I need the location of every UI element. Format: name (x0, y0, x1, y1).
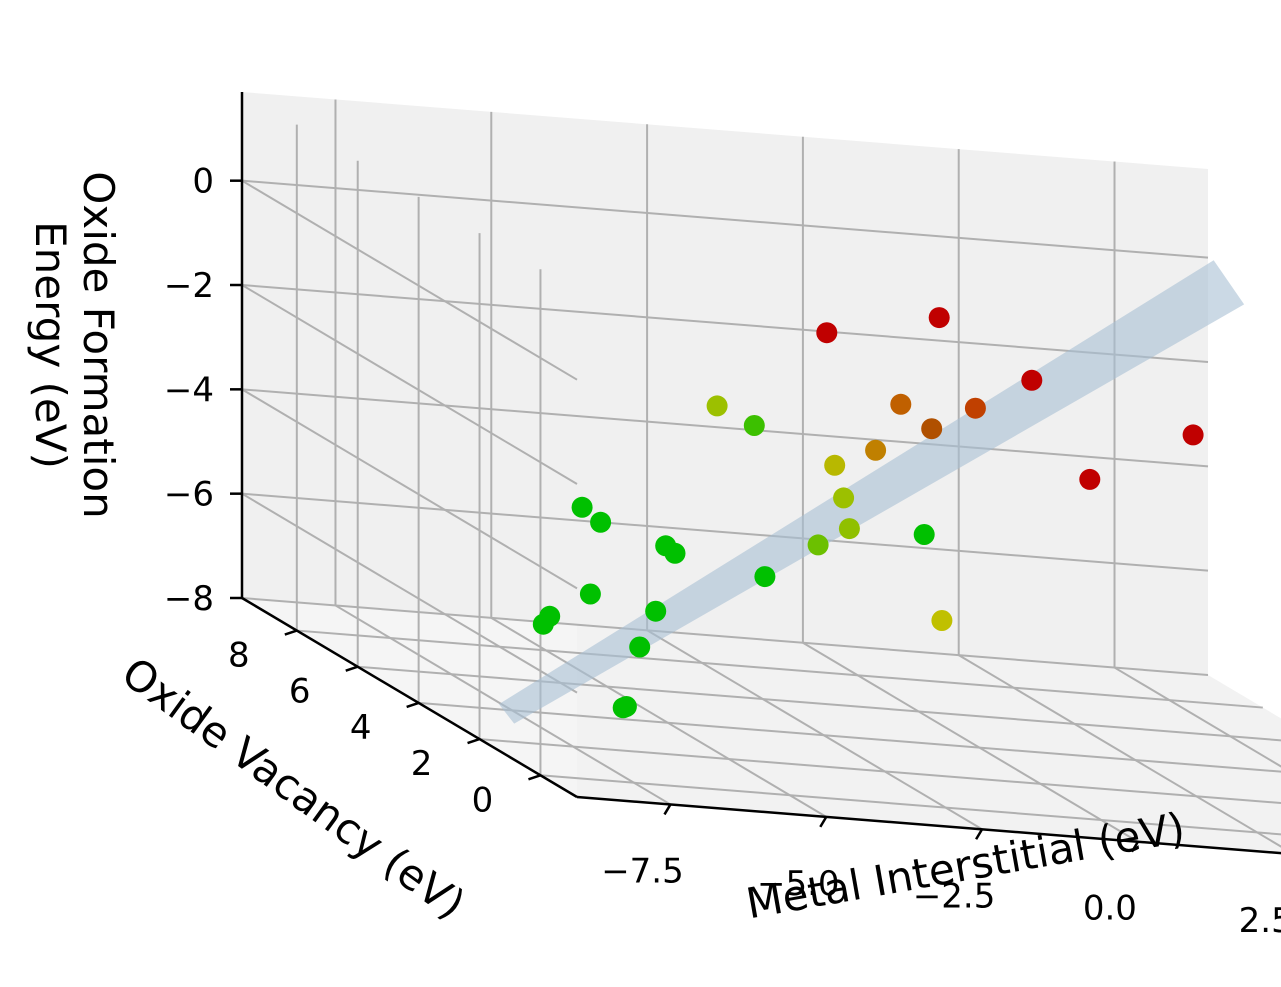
data-point (590, 511, 612, 533)
x-tick-mark (1130, 841, 1139, 853)
data-point (1182, 424, 1204, 446)
data-points-layer (532, 307, 1204, 719)
data-point (1021, 369, 1043, 391)
x-tick-mark (975, 828, 984, 840)
data-point (816, 322, 838, 344)
fit-plane-layer (498, 260, 1245, 724)
data-point (928, 307, 950, 329)
z-tick-label: −2 (164, 266, 214, 306)
axis-lines (230, 92, 1281, 855)
z-axis-title-line-2: Energy (eV) (26, 221, 75, 469)
data-point (890, 393, 912, 415)
data-point (743, 415, 765, 436)
x-axis-line (576, 795, 1281, 855)
grid-line-z (241, 597, 1209, 676)
y-tick-label: 8 (228, 636, 250, 676)
y-tick-label: 2 (411, 744, 433, 784)
data-point (931, 610, 953, 631)
data-point (539, 605, 561, 627)
grid-line-z (241, 388, 578, 590)
grid-line-z (241, 284, 578, 485)
grid-line-z (241, 492, 1209, 572)
grid-line-z (241, 388, 1209, 468)
x-tick-label: −2.5 (913, 876, 996, 916)
grid-line-z (241, 284, 1209, 364)
z-tick-label: −4 (164, 370, 214, 410)
y-axis-line (241, 596, 578, 799)
data-point (1079, 468, 1101, 490)
grid-line-y (296, 629, 1263, 709)
x-tick-label: −7.5 (601, 851, 684, 891)
z-axis-title: Oxide Formation Energy (eV) (26, 171, 123, 518)
grid-line-z (241, 492, 578, 694)
grid-lines (241, 99, 1281, 848)
data-point (615, 696, 637, 717)
grid-line-y (357, 665, 1281, 742)
data-point (706, 395, 728, 417)
x-tick-mark (819, 816, 828, 828)
data-point (824, 454, 846, 476)
grid-line-y (479, 738, 1281, 804)
y-tick-mark (528, 774, 541, 781)
grid-line-z (241, 179, 578, 381)
data-point (913, 524, 935, 545)
y-tick-label: 4 (350, 708, 372, 748)
data-point (865, 439, 887, 461)
y-tick-mark (345, 665, 359, 672)
y-tick-mark (467, 737, 480, 745)
grid-line-z (241, 179, 1209, 259)
data-point (579, 583, 601, 605)
z-axis-title-line-1: Oxide Formation (74, 171, 123, 518)
z-tick-label: 0 (192, 162, 214, 202)
data-point (833, 487, 855, 509)
data-point (964, 397, 986, 419)
y-tick-label: 6 (289, 672, 311, 712)
data-point (629, 636, 651, 658)
grid-line-y (418, 701, 1281, 773)
z-tick-label: −8 (164, 579, 214, 619)
fit-plane (498, 260, 1245, 724)
data-point (571, 496, 593, 518)
y-tick-label: 0 (472, 780, 494, 820)
data-point (754, 566, 776, 588)
z-tick-label: −6 (164, 475, 214, 515)
x-tick-label: 0.0 (1083, 889, 1137, 929)
grid-line-y (540, 774, 1281, 836)
data-point (838, 518, 860, 540)
y-tick-mark (284, 629, 298, 636)
x-tick-label: −5.0 (757, 864, 840, 904)
y-tick-mark (406, 701, 420, 709)
data-point (921, 418, 943, 440)
data-point (664, 542, 686, 564)
data-point (807, 534, 829, 556)
x-tick-label: 2.5 (1239, 901, 1281, 941)
tick-labels: −7.5−5.0−2.50.02.55.002468−8−6−4−20 (164, 162, 1281, 941)
data-point (645, 600, 667, 622)
x-tick-mark (663, 803, 672, 816)
